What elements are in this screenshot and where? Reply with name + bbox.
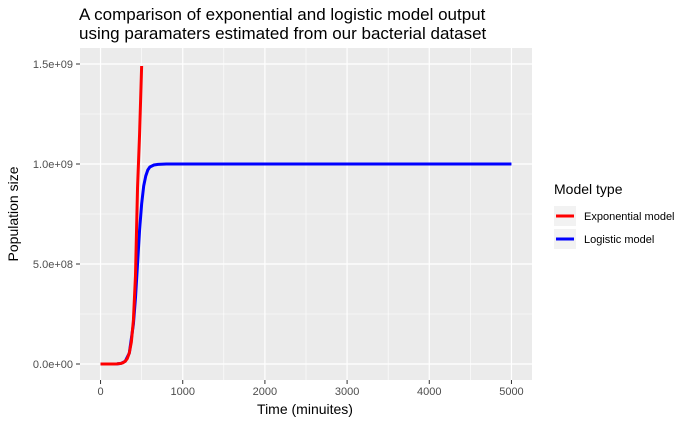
legend-title: Model type	[554, 181, 623, 197]
y-tick-label: 1.5e+09	[33, 59, 73, 71]
x-axis-title: Time (minuites)	[257, 401, 353, 417]
chart-title-line-2: using paramaters estimated from our bact…	[79, 24, 487, 43]
y-axis-title: Population size	[5, 166, 21, 261]
grid-major	[80, 48, 532, 380]
x-tick-label: 4000	[417, 386, 441, 398]
plot-panel	[80, 48, 532, 380]
y-tick-label: 5.0e+08	[33, 259, 73, 271]
x-tick-label: 2000	[253, 386, 277, 398]
y-tick-label: 1.0e+09	[33, 159, 73, 171]
legend-label-logistic-model: Logistic model	[584, 234, 654, 246]
y-axis: 0.0e+00 5.0e+08 1.0e+09 1.5e+09	[33, 59, 80, 371]
x-tick-label: 1000	[170, 386, 194, 398]
x-tick-label: 0	[97, 386, 103, 398]
x-tick-label: 3000	[335, 386, 359, 398]
series-layer	[100, 65, 512, 366]
chart-title-line-1: A comparison of exponential and logistic…	[79, 5, 486, 24]
series-line-exponential-model	[100, 65, 144, 366]
legend-label-exponential-model: Exponential model	[584, 211, 675, 223]
legend: Model type Exponential model Logistic mod…	[554, 181, 675, 249]
x-tick-label: 5000	[499, 386, 523, 398]
y-tick-label: 0.0e+00	[33, 359, 73, 371]
x-axis: 0 1000 2000 3000 4000 5000	[97, 380, 524, 398]
